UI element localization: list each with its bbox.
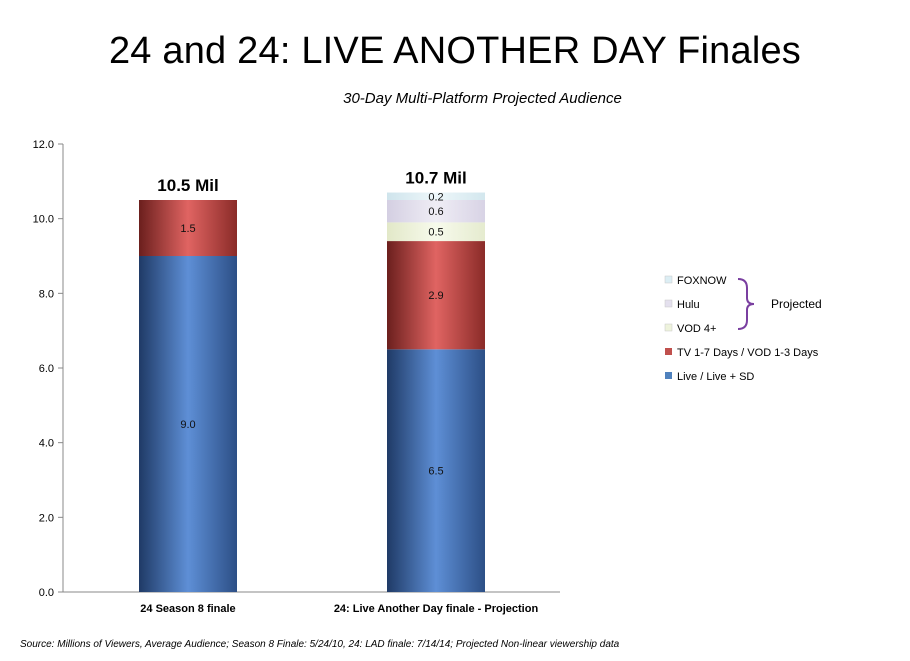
segment-label: 9.0: [180, 419, 195, 431]
y-tick-label: 6.0: [39, 363, 54, 375]
bar-segment-vod: [387, 222, 485, 242]
y-tick-label: 8.0: [39, 288, 54, 300]
legend-swatch-hulu: [664, 299, 673, 308]
y-tick-label: 4.0: [39, 438, 54, 450]
chart-subtitle: 30-Day Multi-Platform Projected Audience: [343, 90, 622, 107]
legend-label-live: Live / Live + SD: [677, 371, 754, 383]
bar-segment-live: [387, 349, 485, 592]
legend-label-vod: VOD 4+: [677, 323, 716, 335]
source-note: Source: Millions of Viewers, Average Aud…: [20, 639, 620, 650]
legend-label-tv: TV 1-7 Days / VOD 1-3 Days: [677, 347, 819, 359]
axes: 0.0 2.0 4.0 6.0 8.0 10.0 12.0: [33, 139, 560, 599]
category-label: 24: Live Another Day finale - Projection: [334, 603, 539, 615]
segment-label: 0.5: [428, 227, 443, 239]
bar-total-label: 10.7 Mil: [405, 169, 466, 188]
segment-label: 2.9: [428, 290, 443, 302]
y-tick-label: 0.0: [39, 587, 54, 599]
projected-label: Projected: [771, 297, 822, 311]
bar-segment-hulu: [387, 200, 485, 223]
bar-segment-foxnow: [387, 192, 485, 200]
legend-label-hulu: Hulu: [677, 299, 700, 311]
y-tick-label: 10.0: [33, 214, 54, 226]
chart-title: 24 and 24: LIVE ANOTHER DAY Finales: [108, 30, 802, 72]
segment-label: 1.5: [180, 223, 195, 235]
legend: FOXNOW Hulu VOD 4+ TV 1-7 Days / VOD 1-3 Da…: [664, 275, 822, 383]
segment-label: 0.2: [428, 191, 443, 203]
bar-segment-live: [139, 256, 237, 592]
segment-label: 6.5: [428, 466, 443, 478]
legend-swatch-vod: [664, 323, 673, 332]
y-tick-label: 2.0: [39, 512, 54, 524]
bar-segment-tv: [387, 241, 485, 350]
legend-swatch-tv: [665, 348, 672, 355]
segment-label: 0.6: [428, 206, 443, 218]
bar-total-label: 10.5 Mil: [157, 176, 218, 195]
legend-swatch-live: [665, 372, 672, 379]
legend-label-foxnow: FOXNOW: [677, 275, 727, 287]
bar-segment-tv: [139, 200, 237, 256]
bars: 9.0 1.5 10.5 Mil 24 Season 8 finale 6.5 2.9 0.…: [139, 169, 538, 615]
legend-swatch-foxnow: [664, 275, 673, 284]
y-tick-label: 12.0: [33, 139, 54, 151]
projected-bracket: [737, 278, 755, 330]
category-label: 24 Season 8 finale: [140, 603, 235, 615]
